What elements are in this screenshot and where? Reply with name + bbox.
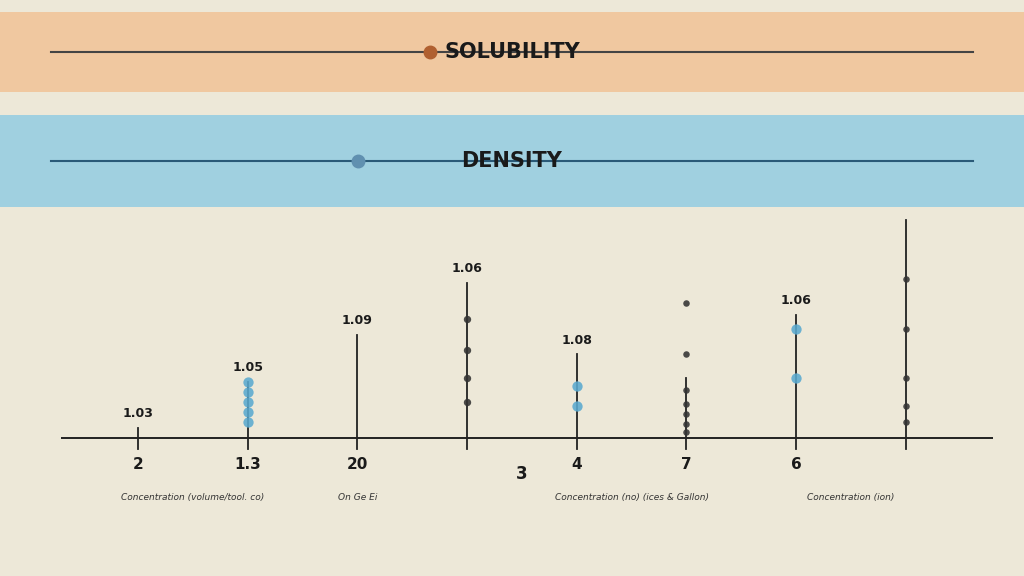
Point bbox=[240, 407, 256, 416]
Point bbox=[459, 314, 475, 323]
Text: Concentration (no) (ices & Gallon): Concentration (no) (ices & Gallon) bbox=[555, 493, 709, 502]
Point bbox=[568, 381, 585, 391]
Text: 1.03: 1.03 bbox=[123, 407, 154, 420]
Point bbox=[897, 401, 913, 411]
Text: 7: 7 bbox=[681, 457, 691, 472]
Point bbox=[897, 324, 913, 334]
Text: 1.08: 1.08 bbox=[561, 334, 592, 347]
Point bbox=[897, 417, 913, 426]
Text: 4: 4 bbox=[571, 457, 582, 472]
Point bbox=[240, 377, 256, 386]
Text: 1.05: 1.05 bbox=[232, 361, 263, 374]
Point bbox=[459, 346, 475, 355]
Text: Concentration (volume/tool. co): Concentration (volume/tool. co) bbox=[122, 493, 264, 502]
Point bbox=[787, 374, 804, 383]
Point bbox=[897, 275, 913, 284]
Point bbox=[240, 417, 256, 426]
Point bbox=[568, 401, 585, 411]
Point bbox=[678, 427, 694, 436]
Point bbox=[678, 298, 694, 308]
Point bbox=[678, 419, 694, 429]
Text: 20: 20 bbox=[347, 457, 368, 472]
Text: 1.06: 1.06 bbox=[452, 262, 482, 275]
Text: 1.09: 1.09 bbox=[342, 314, 373, 327]
Point bbox=[459, 374, 475, 383]
Text: 1.06: 1.06 bbox=[780, 294, 811, 307]
Text: 3: 3 bbox=[516, 465, 527, 483]
Point bbox=[459, 397, 475, 407]
Text: 6: 6 bbox=[791, 457, 802, 472]
Point bbox=[678, 399, 694, 408]
Text: SOLUBILITY: SOLUBILITY bbox=[444, 42, 580, 62]
Point bbox=[678, 409, 694, 418]
Text: Concentration (ion): Concentration (ion) bbox=[807, 493, 894, 502]
Text: On Ge Ei: On Ge Ei bbox=[338, 493, 377, 502]
Point bbox=[678, 350, 694, 359]
Point bbox=[240, 388, 256, 397]
Point bbox=[787, 324, 804, 334]
Text: DENSITY: DENSITY bbox=[462, 151, 562, 171]
Text: 1.3: 1.3 bbox=[234, 457, 261, 472]
Point bbox=[897, 374, 913, 383]
Point bbox=[240, 397, 256, 407]
Point bbox=[678, 385, 694, 395]
Text: 2: 2 bbox=[133, 457, 143, 472]
